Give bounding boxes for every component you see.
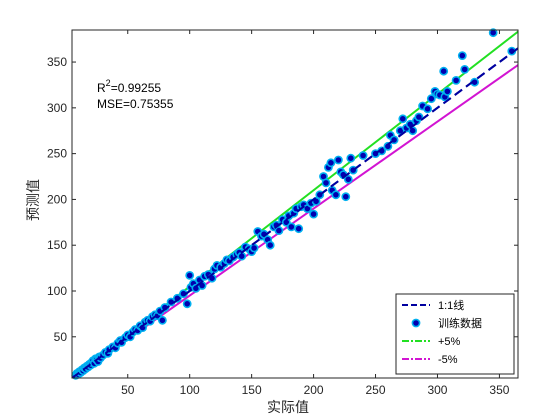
- data-point: [185, 270, 195, 280]
- data-point: [294, 224, 304, 234]
- data-point: [157, 315, 167, 325]
- data-point: [309, 209, 318, 219]
- legend-label: 训练数据: [438, 316, 482, 330]
- data-point: [343, 174, 353, 184]
- axis-ticks: 50 100 150 200 250 300 350 50 100 150 200 250 300 350: [47, 30, 518, 397]
- data-point: [265, 240, 275, 250]
- data-point: [383, 141, 393, 151]
- data-point: [451, 76, 461, 85]
- data-point: [442, 87, 452, 96]
- data-point: [341, 192, 351, 202]
- x-tick-label: 100: [180, 383, 200, 397]
- data-points: [71, 28, 518, 380]
- data-point: [274, 226, 284, 235]
- y-tick-label: 100: [47, 284, 67, 298]
- x-tick-label: 250: [366, 383, 386, 397]
- data-point: [182, 299, 192, 309]
- data-point: [423, 104, 432, 114]
- data-point: [326, 158, 336, 168]
- y-tick-label: 300: [47, 101, 67, 115]
- mse-annotation: MSE=0.75355: [97, 97, 174, 111]
- series-line-one-to-one-overlay: [72, 47, 518, 378]
- x-axis-label: 实际值: [267, 400, 309, 416]
- data-point: [346, 153, 356, 163]
- x-tick-label: 50: [121, 383, 135, 397]
- legend-label: -5%: [438, 354, 458, 366]
- data-point: [439, 66, 449, 76]
- x-tick-label: 300: [427, 383, 447, 397]
- axes-box: [71, 29, 519, 379]
- data-point: [249, 243, 259, 253]
- data-point: [331, 190, 341, 200]
- x-tick-label: 350: [489, 383, 509, 397]
- y-tick-label: 150: [47, 238, 67, 252]
- y-axis-label: 预测值: [26, 179, 42, 221]
- x-tick-label: 150: [242, 383, 262, 397]
- data-point: [398, 114, 408, 124]
- legend-label: 1:1线: [438, 298, 464, 312]
- data-point: [460, 65, 470, 74]
- y-tick-label: 50: [54, 330, 68, 344]
- legend-swatch-marker: [411, 318, 421, 328]
- r2-annotation: R2=0.99255: [97, 78, 161, 95]
- y-tick-label: 250: [47, 147, 67, 161]
- data-point: [488, 28, 498, 38]
- data-point: [457, 51, 467, 60]
- data-point: [321, 178, 331, 188]
- data-point: [333, 155, 343, 165]
- x-tick-label: 200: [304, 383, 324, 397]
- data-point: [358, 151, 368, 160]
- data-point: [286, 222, 296, 232]
- data-point: [426, 94, 436, 104]
- legend-label: +5%: [438, 336, 461, 348]
- y-tick-label: 200: [47, 192, 67, 206]
- legend-box: [395, 293, 515, 375]
- plot-frame: [71, 29, 519, 379]
- y-tick-label: 350: [47, 55, 67, 69]
- data-point: [414, 112, 424, 122]
